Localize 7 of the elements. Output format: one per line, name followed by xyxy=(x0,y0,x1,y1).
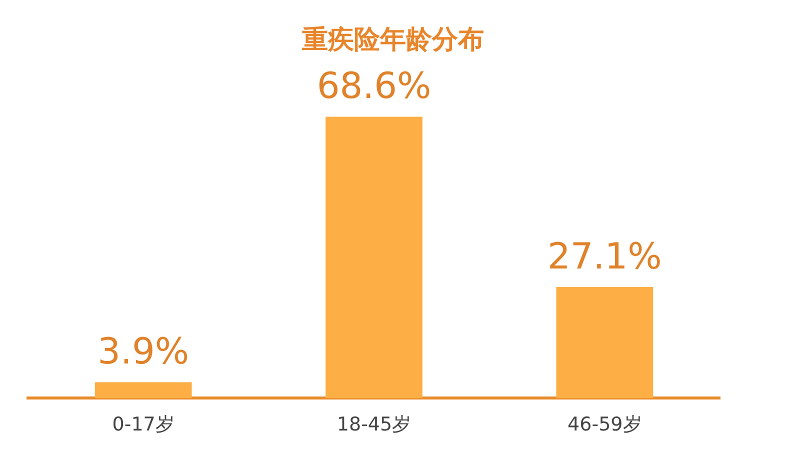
x-tick-label: 0-17岁 xyxy=(112,414,174,436)
data-label: 3.9% xyxy=(98,332,190,373)
data-label: 27.1% xyxy=(547,236,662,278)
chart-title: 重疾险年龄分布 xyxy=(301,24,485,57)
x-tick-label: 46-59岁 xyxy=(568,414,642,436)
data-label: 68.6% xyxy=(316,66,432,108)
x-tick-label: 18-45岁 xyxy=(336,414,412,436)
